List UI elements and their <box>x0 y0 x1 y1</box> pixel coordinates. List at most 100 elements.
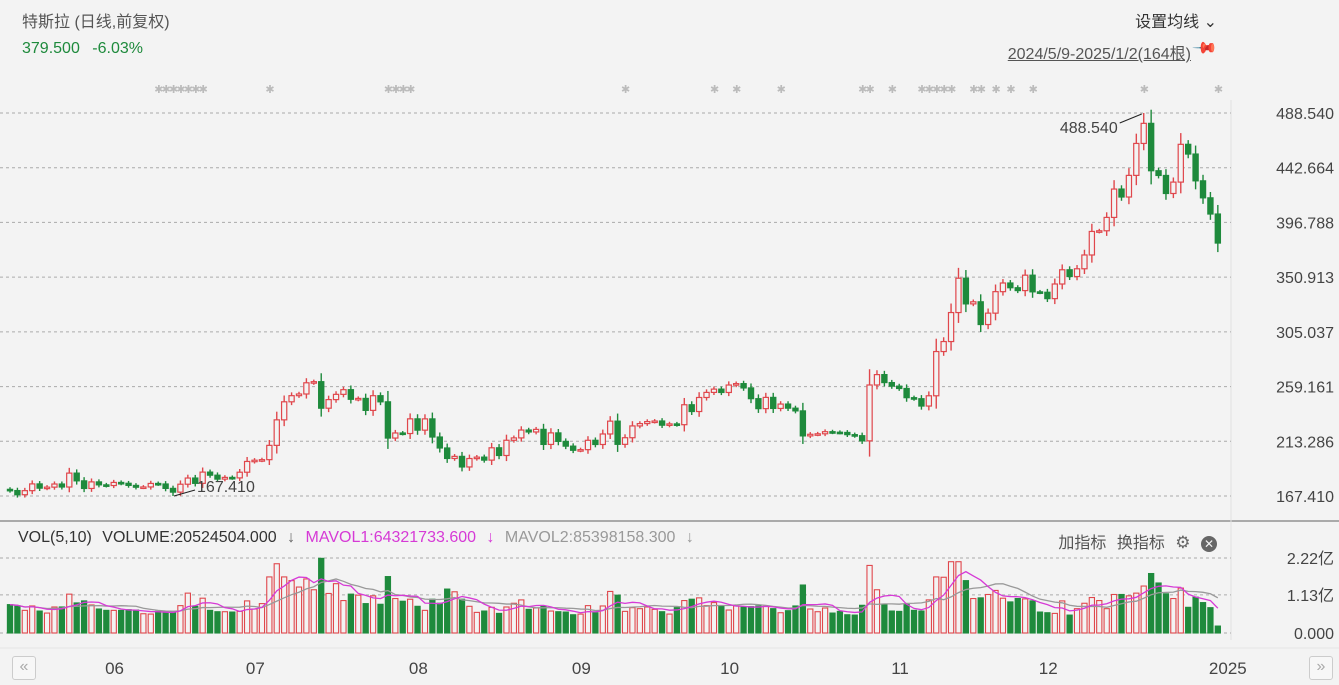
candle <box>458 451 466 472</box>
add-indicator-button[interactable]: 加指标 <box>1058 535 1107 552</box>
volume-bar <box>518 599 525 634</box>
scroll-left-button[interactable]: « <box>12 656 36 680</box>
candle <box>392 429 399 442</box>
candle <box>947 303 955 351</box>
volume-bar <box>888 610 895 634</box>
event-marker-icon: ✱ <box>925 84 934 96</box>
last-price: 379.500 <box>22 40 80 57</box>
candle <box>103 482 110 488</box>
candle <box>614 413 621 452</box>
volume-bar <box>118 609 125 634</box>
volume-bar <box>14 605 21 634</box>
month-label: 09 <box>572 659 591 678</box>
close-icon[interactable]: ✕ <box>1201 535 1217 552</box>
candle <box>725 381 732 397</box>
candle-body <box>666 423 673 426</box>
candle-body <box>933 350 940 397</box>
gear-icon[interactable]: ⚙ <box>1175 533 1191 552</box>
candle-body <box>1029 274 1036 293</box>
max-price-label: 488.540 <box>1060 120 1118 137</box>
candle <box>962 270 970 313</box>
volume-bar <box>703 605 710 634</box>
candle <box>555 428 562 446</box>
candle <box>732 381 740 388</box>
event-marker-icon: ✱ <box>621 84 630 96</box>
volume-bar <box>229 611 236 634</box>
candle-body <box>488 447 495 461</box>
volume-legend: VOL(5,10) VOLUME:20524504.000 ↓ MAVOL1:6… <box>18 529 700 547</box>
date-range-link[interactable]: 2024/5/9-2025/1/2(164根) <box>1007 46 1191 63</box>
volume-bar <box>784 610 792 634</box>
candle <box>1096 228 1103 234</box>
candle-body <box>162 483 169 489</box>
volume-bar <box>377 603 384 634</box>
volume-bar <box>614 594 621 634</box>
candle-body <box>1147 122 1155 172</box>
indicator-tools: 加指标 换指标 ⚙ ✕ <box>1052 529 1217 553</box>
candle <box>443 443 451 463</box>
volume-bar <box>955 561 962 634</box>
candle <box>873 370 881 390</box>
volume-bar <box>977 597 984 634</box>
volume-bar <box>792 605 799 634</box>
arrow-down-icon: ↓ <box>685 529 694 546</box>
volume-bar <box>162 611 169 634</box>
event-marker-icon: ✱ <box>732 84 741 96</box>
candle-body <box>740 383 747 389</box>
candle <box>221 475 229 482</box>
candle-body <box>117 481 125 485</box>
volume-bar <box>1059 600 1066 634</box>
candle-body <box>458 455 466 468</box>
scroll-right-button[interactable]: » <box>1309 656 1333 680</box>
candle <box>473 454 481 461</box>
volume-bar <box>814 611 821 634</box>
candle <box>266 440 273 466</box>
candle <box>192 474 199 487</box>
event-marker-icon: ✱ <box>932 84 941 96</box>
volume-bar <box>925 599 932 634</box>
volume-bar <box>970 597 977 634</box>
volume-bar <box>1207 607 1214 634</box>
price-tick-label: 350.913 <box>1276 270 1334 287</box>
candle-body <box>288 395 295 403</box>
volume-bar <box>6 604 14 634</box>
month-label: 2025 <box>1209 659 1247 678</box>
volume-bar <box>1199 602 1207 634</box>
candle <box>681 397 688 432</box>
candle-body <box>362 397 369 411</box>
candle <box>258 457 266 463</box>
vol-label: VOL(5,10) <box>18 529 92 546</box>
volume-bar <box>807 608 814 634</box>
candle <box>918 395 925 410</box>
switch-indicator-button[interactable]: 换指标 <box>1116 535 1165 552</box>
volume-bar <box>303 578 310 634</box>
candle-body <box>258 459 266 462</box>
candle-body <box>377 395 384 403</box>
candle <box>807 432 814 439</box>
candle <box>910 395 918 401</box>
candle <box>1073 265 1081 281</box>
candle <box>21 487 29 498</box>
volume-bar <box>295 586 303 634</box>
volume-bar <box>984 593 992 634</box>
candle <box>569 443 577 454</box>
event-marker-icon: ✱ <box>169 84 178 96</box>
volume-bar <box>607 590 614 634</box>
event-marker-icon: ✱ <box>191 84 200 96</box>
volume-bar <box>718 605 725 634</box>
volume-bar <box>577 613 584 634</box>
candle-body <box>80 480 88 490</box>
volume-bar <box>51 606 58 634</box>
candle <box>755 394 762 413</box>
candle-body <box>792 407 799 412</box>
candle <box>318 373 325 417</box>
ma-settings-dropdown[interactable]: 设置均线 ⌄ <box>1135 14 1217 31</box>
candle <box>740 380 747 391</box>
volume-bar <box>629 607 636 634</box>
volume-bar <box>733 605 740 634</box>
candle <box>1214 204 1222 253</box>
candle <box>510 435 518 443</box>
candle-body <box>510 437 518 441</box>
volume-bar <box>658 611 666 634</box>
